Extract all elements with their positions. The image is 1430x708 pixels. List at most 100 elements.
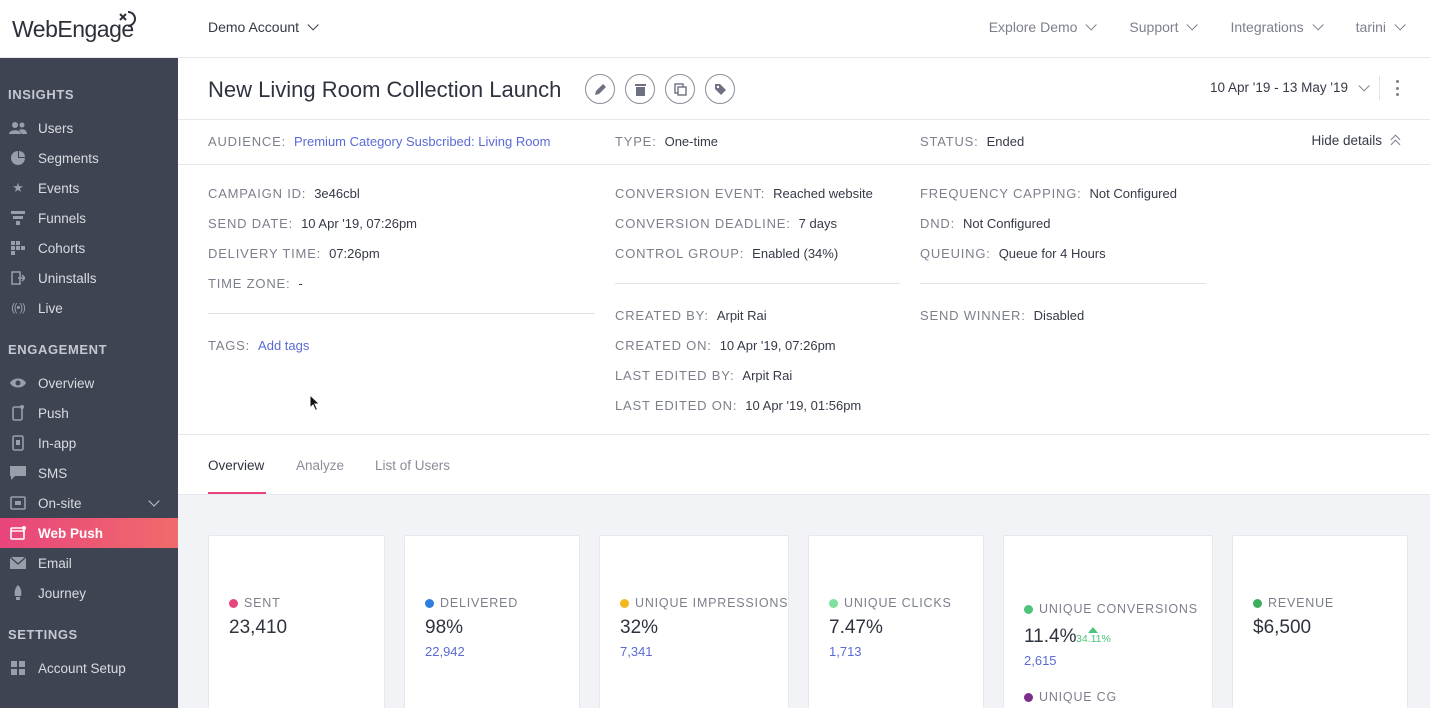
tab-analyze[interactable]: Analyze: [296, 458, 345, 473]
sidebar-item-sms[interactable]: SMS: [0, 459, 178, 487]
sidebar-item-web-push[interactable]: Web Push: [0, 518, 178, 548]
frequency-capping-value: Not Configured: [1089, 186, 1177, 201]
divider: [615, 283, 900, 284]
arrow-up-icon: [1088, 627, 1099, 633]
account-setup-icon: [9, 660, 27, 676]
queuing-value: Queue for 4 Hours: [998, 246, 1106, 261]
frequency-capping-field: FREQUENCY CAPPING: Not Configured: [920, 186, 1177, 201]
mouse-cursor-icon: [309, 394, 321, 412]
edit-button[interactable]: [585, 74, 615, 104]
journey-icon: [9, 585, 27, 601]
users-icon: [9, 120, 27, 136]
sidebar-item-on-site[interactable]: On-site: [0, 489, 178, 517]
conversion-event-label: CONVERSION EVENT:: [615, 186, 766, 201]
tag-button[interactable]: [705, 74, 735, 104]
sidebar-item-label: On-site: [38, 495, 82, 511]
explore-demo-label: Explore Demo: [988, 19, 1078, 35]
sidebar-item-journey[interactable]: Journey: [0, 579, 178, 607]
on-site-icon: [9, 495, 27, 511]
stat-label: SENT: [244, 596, 281, 610]
hide-details-label: Hide details: [1311, 133, 1382, 148]
type-value: One-time: [664, 134, 719, 149]
divider: [178, 119, 1430, 120]
sidebar-item-events[interactable]: ★ Events: [0, 174, 178, 202]
conversions-label-row: UNIQUE CONVERSIONS: [1024, 602, 1198, 616]
sidebar-item-segments[interactable]: Segments: [0, 144, 178, 172]
date-range-text: 10 Apr '19 - 13 May '19: [1210, 80, 1348, 95]
logo-mark-icon: [119, 11, 137, 27]
sidebar-item-in-app[interactable]: In-app: [0, 429, 178, 457]
stat-card-sent: SENT 23,410: [208, 535, 385, 708]
last-edited-by-value: Arpit Rai: [742, 368, 793, 383]
stat-count-link[interactable]: 1,713: [829, 644, 862, 659]
conversion-deadline-field: CONVERSION DEADLINE: 7 days: [615, 216, 837, 231]
sidebar-item-label: In-app: [38, 435, 77, 451]
stat-label: UNIQUE CLICKS: [844, 596, 952, 610]
created-on-label: CREATED ON:: [615, 338, 712, 353]
tab-list-of-users[interactable]: List of Users: [375, 458, 451, 473]
stats-area: [178, 494, 1430, 708]
stat-label: UNIQUE CG: [1039, 690, 1118, 704]
in-app-icon: [9, 435, 27, 451]
sidebar-item-uninstalls[interactable]: Uninstalls: [0, 264, 178, 292]
stat-card-clicks: UNIQUE CLICKS 7.47% 1,713: [808, 535, 984, 708]
sidebar-item-users[interactable]: Users: [0, 114, 178, 142]
sidebar-item-label: Uninstalls: [38, 270, 97, 286]
status-value: Ended: [986, 134, 1025, 149]
created-on-field: CREATED ON: 10 Apr '19, 07:26pm: [615, 338, 836, 353]
sidebar-item-funnels[interactable]: Funnels: [0, 204, 178, 232]
divider: [920, 283, 1206, 284]
chevron-down-icon: [1186, 19, 1199, 31]
sidebar-item-cohorts[interactable]: Cohorts: [0, 234, 178, 262]
date-range-picker[interactable]: 10 Apr '19 - 13 May '19: [1210, 79, 1370, 95]
explore-demo-menu[interactable]: Explore Demo: [988, 19, 1098, 35]
support-menu[interactable]: Support: [1129, 19, 1199, 35]
divider: [208, 313, 595, 314]
sidebar-item-live[interactable]: ((•)) Live: [0, 294, 178, 322]
status-field: STATUS: Ended: [920, 134, 1024, 149]
sidebar-item-email[interactable]: Email: [0, 549, 178, 577]
hide-details-button[interactable]: Hide details: [1311, 133, 1400, 148]
sidebar-item-account-setup[interactable]: Account Setup: [0, 654, 178, 682]
events-icon: ★: [12, 180, 24, 195]
chevron-down-icon: [1312, 19, 1324, 31]
stat-count-link[interactable]: 7,341: [620, 644, 653, 659]
audience-link[interactable]: Premium Category Susbcribed: Living Room: [294, 134, 551, 149]
impressions-label-row: UNIQUE IMPRESSIONS: [620, 596, 788, 610]
integrations-menu[interactable]: Integrations: [1230, 19, 1324, 35]
stat-count-link[interactable]: 22,942: [425, 644, 465, 659]
webengage-logo[interactable]: WebEngage: [12, 10, 137, 44]
account-switcher[interactable]: Demo Account: [208, 19, 319, 35]
chevron-down-icon[interactable]: [148, 495, 160, 507]
tab-overview[interactable]: Overview: [208, 458, 265, 473]
stat-card-conversions: UNIQUE CONVERSIONS 11.4% 34.11% 2,615 UN…: [1003, 535, 1213, 708]
stat-label: UNIQUE CONVERSIONS: [1039, 602, 1198, 616]
stat-count-link[interactable]: 2,615: [1024, 653, 1057, 668]
last-edited-on-value: 10 Apr '19, 01:56pm: [745, 398, 862, 413]
divider: [1379, 76, 1380, 100]
conversion-event-value: Reached website: [773, 186, 873, 201]
sidebar-item-label: Web Push: [38, 525, 104, 541]
sidebar-item-label: Segments: [38, 150, 99, 166]
sidebar: INSIGHTS Users Segments ★ Events Funnels…: [0, 58, 178, 708]
delete-button[interactable]: [625, 74, 655, 104]
send-date-value: 10 Apr '19, 07:26pm: [301, 216, 418, 231]
type-field: TYPE: One-time: [615, 134, 718, 149]
user-menu[interactable]: tarini: [1356, 19, 1406, 35]
delivery-time-value: 07:26pm: [329, 246, 380, 261]
sidebar-item-label: Live: [38, 300, 63, 316]
chevron-down-icon: [1394, 19, 1406, 31]
more-options-icon[interactable]: [1396, 80, 1400, 96]
revenue-label-row: REVENUE: [1253, 596, 1334, 610]
sidebar-item-overview[interactable]: Overview: [0, 369, 178, 397]
funnels-icon: [9, 210, 27, 226]
sidebar-item-push[interactable]: Push: [0, 399, 178, 427]
sidebar-item-label: Users: [38, 120, 74, 136]
send-date-label: SEND DATE:: [208, 216, 294, 231]
divider: [178, 164, 1430, 165]
trash-icon: [634, 83, 646, 96]
duplicate-button[interactable]: [665, 74, 695, 104]
uninstalls-icon: [9, 270, 27, 286]
sidebar-item-label: Overview: [38, 375, 95, 391]
add-tags-link[interactable]: Add tags: [258, 338, 310, 353]
